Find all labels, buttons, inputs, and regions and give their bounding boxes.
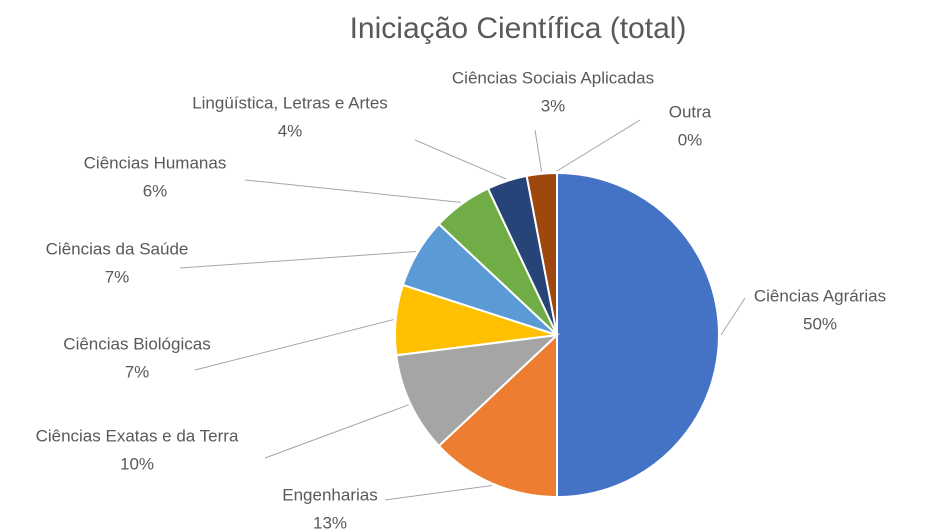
leader-line [720,297,746,336]
slice-label: Lingüística, Letras e Artes [192,93,388,112]
chart-title: Iniciação Científica (total) [350,12,687,45]
slice-label: Engenharias [282,485,377,504]
leader-line [534,129,543,172]
slice-label: Ciências Exatas e da Terra [36,426,239,445]
leader-line [194,319,394,371]
slice-value-label: 50% [803,314,837,333]
slice-label: Ciências Sociais Aplicadas [452,68,654,87]
leader-line [244,179,461,203]
slice-label: Ciências Agrárias [754,286,886,305]
pie-slice [395,333,560,448]
slice-value-label: 7% [125,362,150,381]
pie-slice [437,332,558,499]
leader-line [179,251,416,269]
slice-label: Outra [669,102,712,121]
pie-slice [556,171,720,499]
slice-value-label: 10% [120,454,154,473]
slice-value-label: 4% [278,121,303,140]
leader-line [264,404,409,459]
slice-label: Ciências Humanas [84,153,227,172]
slice-value-label: 7% [105,267,130,286]
slice-value-label: 13% [313,513,347,532]
slice-label: Ciências da Saúde [46,239,189,258]
slice-label: Ciências Biológicas [63,334,210,353]
leader-line [556,119,641,172]
leader-line [384,485,492,501]
slice-value-label: 3% [541,96,566,115]
slice-value-label: 6% [143,181,168,200]
leader-line [414,139,507,180]
slice-value-label: 0% [678,130,703,149]
